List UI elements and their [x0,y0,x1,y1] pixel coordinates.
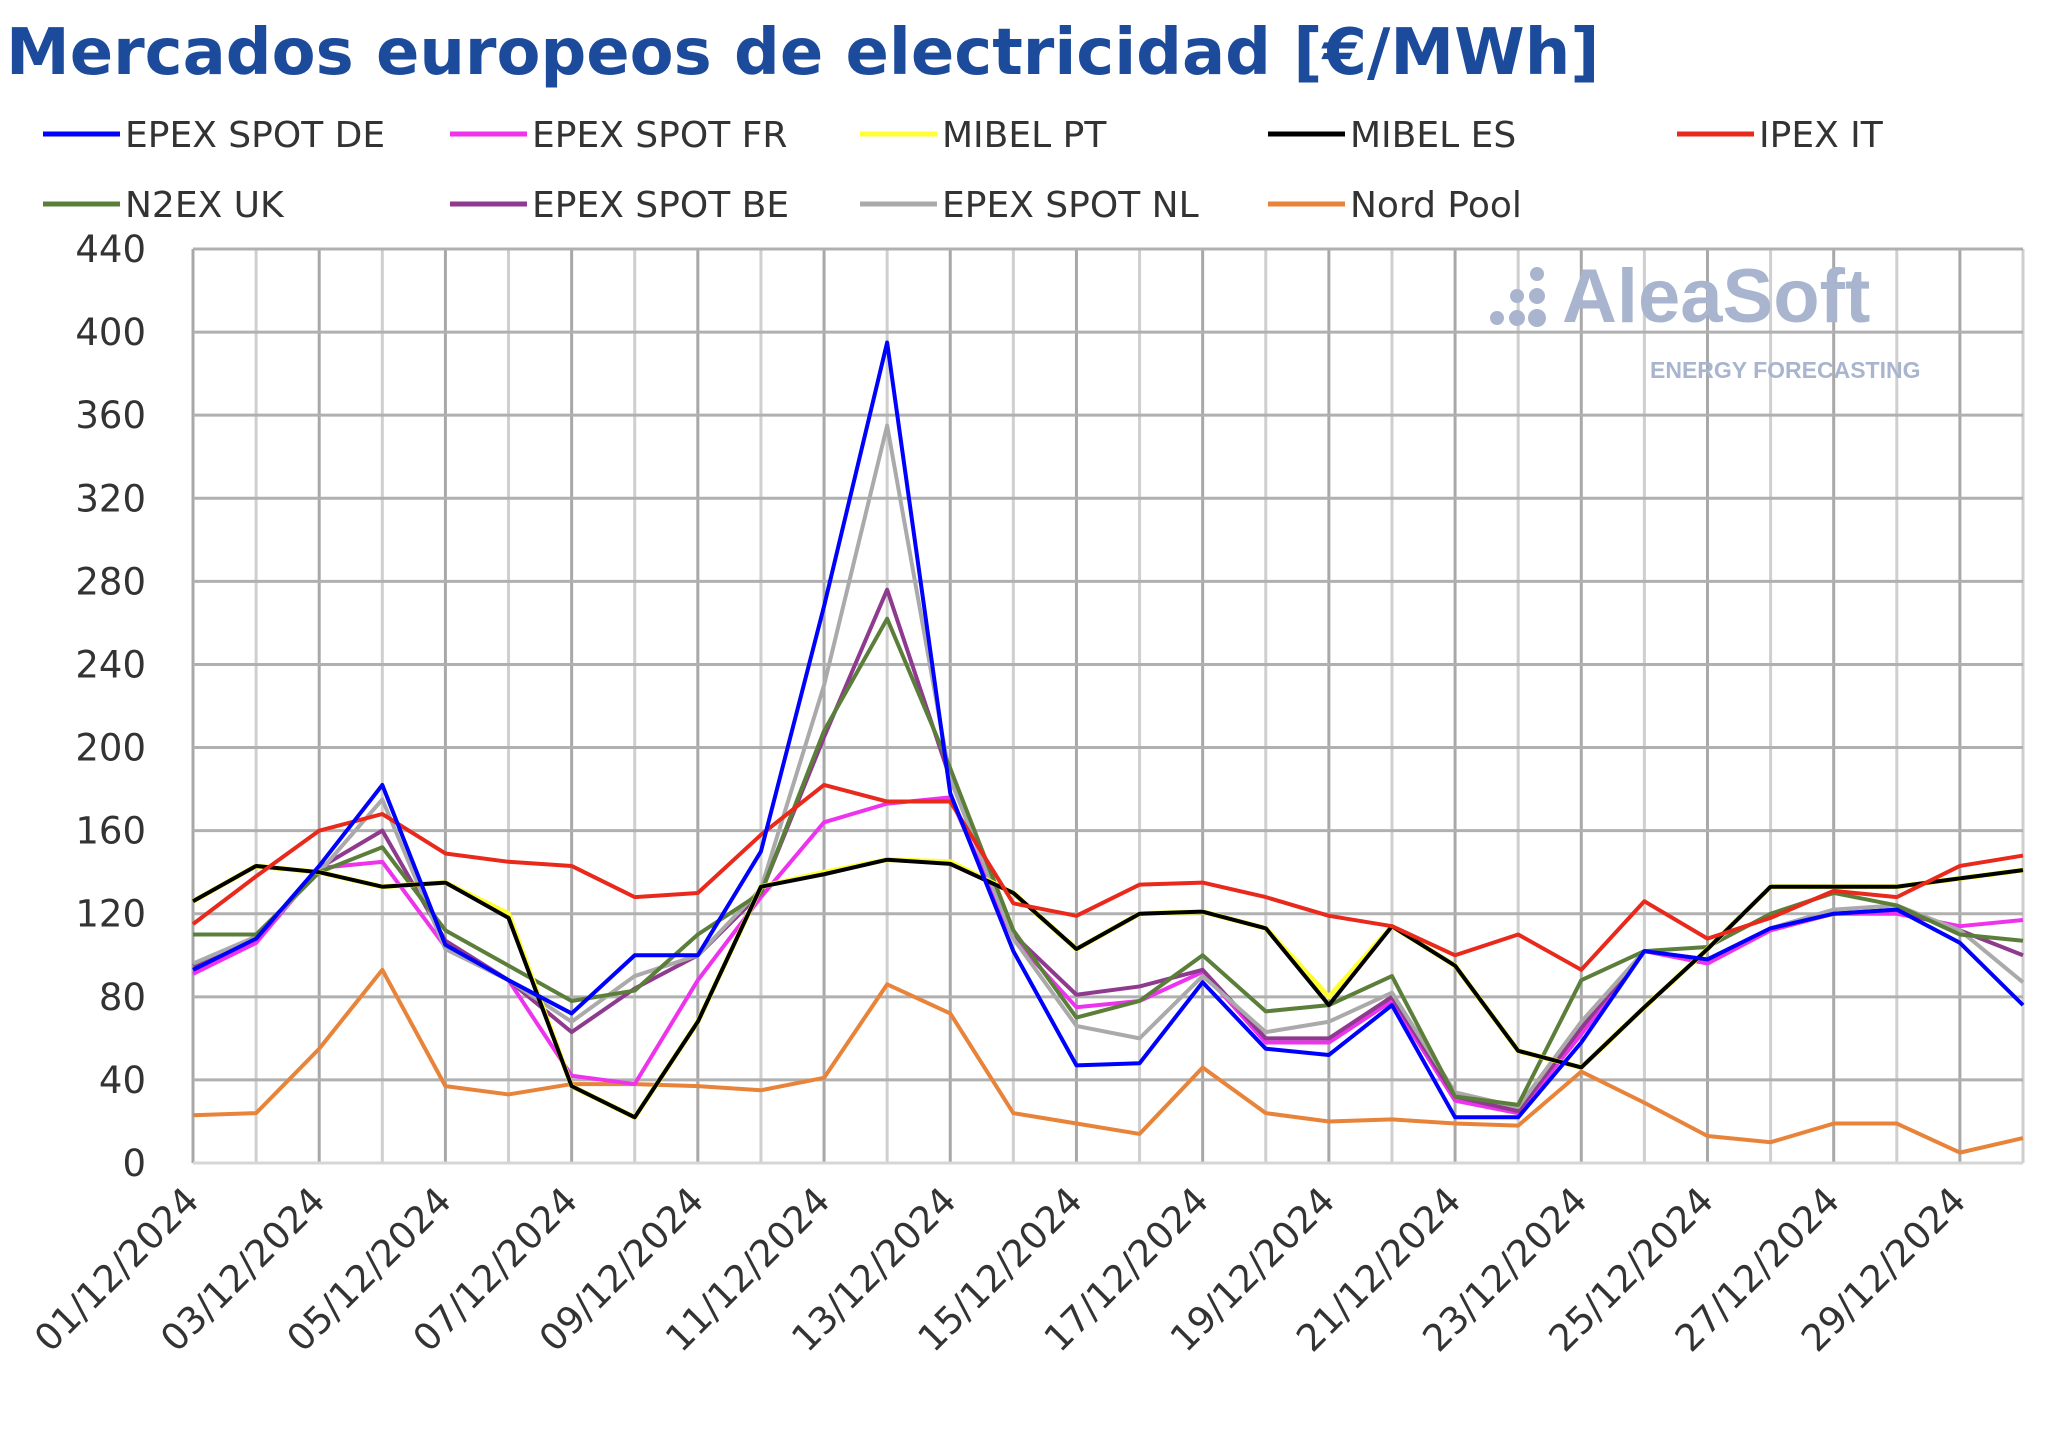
legend-label: EPEX SPOT FR [532,115,787,156]
y-tick-label: 400 [75,311,146,354]
series-line-epex-spot-de [192,340,2025,1120]
y-axis-ticks: 0 40 80 120 160 200 240 280 320 360 400 440 [75,228,146,1185]
series-line-ipex-it [191,782,2024,972]
legend-label: N2EX UK [125,185,285,226]
y-tick-label: 240 [75,643,146,686]
x-axis-ticks: 01/12/202403/12/202405/12/202407/12/2024… [26,1179,1974,1360]
y-tick-label: 280 [75,560,146,603]
aleasoft-logo-dots-icon [1490,267,1546,327]
legend-label: MIBEL PT [942,115,1107,156]
grid [191,247,2025,1165]
logo-dot [1528,309,1546,327]
legend-label: IPEX IT [1759,115,1884,156]
logo-dot [1530,267,1544,281]
legend-label: EPEX SPOT DE [125,115,385,156]
legend: EPEX SPOT DE EPEX SPOT FR MIBEL PT MIBEL ES… [43,115,1884,226]
logo-dot [1510,289,1524,303]
y-tick-label: 120 [75,893,146,936]
logo-dot [1490,311,1504,325]
legend-label: MIBEL ES [1350,115,1516,156]
series-line-nord-pool [192,967,2024,1155]
y-tick-label: 0 [122,1142,146,1185]
chart-title: Mercados europeos de electricidad [€/MWh… [6,16,1600,90]
logo-dot [1529,288,1545,304]
watermark-tagline: ENERGY FORECASTING [1650,357,1921,383]
legend-label: Nord Pool [1350,185,1522,226]
y-tick-label: 40 [99,1059,146,1102]
y-tick-label: 320 [75,477,146,520]
y-tick-label: 360 [75,394,146,437]
watermark-brand: AleaSoft [1562,254,1870,339]
y-tick-label: 200 [75,727,146,770]
legend-label: EPEX SPOT BE [532,185,789,226]
series-line-mibel-es [192,857,2024,1120]
logo-dot [1509,310,1525,326]
watermark: AleaSoft ENERGY FORECASTING [1490,254,1921,383]
series-lines [191,340,2025,1155]
y-tick-label: 80 [99,976,146,1019]
y-tick-label: 440 [75,228,146,271]
y-tick-label: 160 [75,810,146,853]
legend-label: EPEX SPOT NL [942,185,1199,226]
